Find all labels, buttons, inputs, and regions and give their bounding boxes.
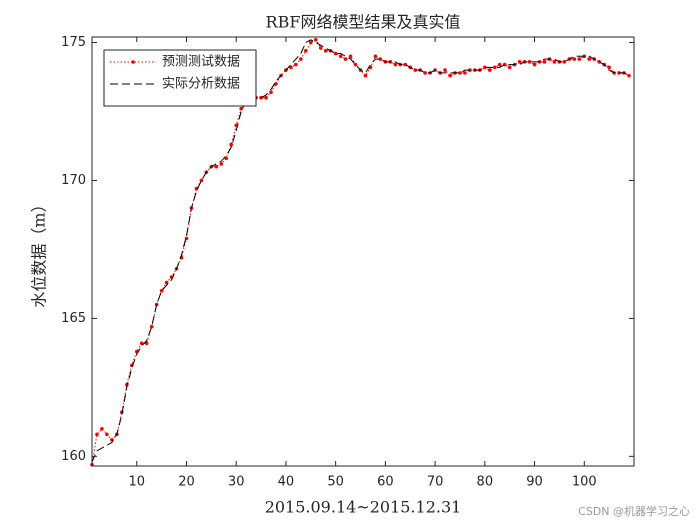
- legend-label: 预测测试数据: [162, 55, 240, 70]
- data-point: [343, 57, 348, 61]
- data-point: [229, 142, 234, 147]
- data-point: [607, 65, 611, 70]
- y-tick-label: 165: [61, 311, 86, 326]
- data-point: [308, 40, 313, 45]
- data-point: [149, 324, 154, 329]
- y-axis-label: 水位数据（m）: [30, 196, 49, 307]
- data-point: [627, 73, 631, 78]
- x-tick-label: 20: [178, 475, 195, 490]
- x-tick-label: 90: [526, 475, 543, 490]
- data-point: [378, 57, 383, 61]
- x-tick-label: 10: [128, 475, 145, 490]
- data-point: [572, 57, 577, 61]
- data-point: [468, 68, 472, 72]
- data-point: [95, 432, 99, 437]
- data-point: [577, 57, 582, 61]
- data-point: [219, 162, 224, 166]
- data-point: [323, 48, 328, 53]
- legend-box: [103, 49, 257, 107]
- data-point: [443, 68, 447, 72]
- data-point: [373, 54, 378, 59]
- data-point: [483, 65, 487, 70]
- data-point: [333, 51, 338, 56]
- data-point: [463, 71, 467, 75]
- y-tick-label: 170: [61, 173, 86, 188]
- data-point: [194, 186, 199, 191]
- x-tick-label: 70: [427, 475, 444, 490]
- x-tick-label: 80: [477, 475, 494, 490]
- data-point: [289, 65, 293, 70]
- legend-marker: [131, 60, 135, 64]
- data-point: [338, 54, 343, 59]
- legend-label: 实际分析数据: [162, 77, 240, 92]
- data-point: [199, 178, 204, 183]
- data-point: [100, 426, 104, 431]
- data-point: [393, 62, 398, 67]
- data-point: [105, 432, 109, 437]
- data-point: [507, 65, 512, 70]
- x-tick-label: 50: [327, 475, 344, 490]
- data-point: [497, 62, 502, 67]
- y-tick-label: 160: [61, 449, 86, 464]
- data-point: [458, 71, 462, 75]
- data-point: [239, 106, 243, 111]
- data-point: [164, 280, 169, 285]
- data-point: [159, 289, 164, 293]
- data-point: [423, 71, 427, 75]
- x-tick-label: 30: [228, 475, 245, 490]
- x-tick-label: 100: [572, 475, 597, 490]
- data-point: [313, 37, 318, 42]
- data-point: [304, 48, 308, 53]
- watermark: CSDN @机器学习之心: [578, 504, 690, 518]
- data-point: [542, 60, 547, 64]
- data-point: [413, 68, 418, 72]
- data-point: [353, 62, 358, 67]
- data-point: [294, 62, 298, 67]
- data-point: [492, 65, 497, 70]
- chart-title: RBF网络模型结果及真实值: [266, 13, 461, 32]
- data-point: [562, 60, 567, 64]
- data-point: [274, 82, 278, 86]
- data-point: [487, 68, 492, 72]
- data-point: [184, 236, 189, 241]
- data-point: [214, 164, 219, 169]
- data-point: [144, 341, 149, 346]
- x-tick-label: 60: [377, 475, 394, 490]
- data-point: [269, 90, 273, 94]
- data-point: [224, 156, 229, 161]
- data-point: [363, 73, 368, 78]
- data-point: [448, 73, 452, 78]
- data-point: [348, 54, 353, 59]
- y-tick-label: 175: [61, 35, 86, 50]
- data-point: [264, 95, 268, 100]
- x-axis-label: 2015.09.14~2015.12.31: [265, 498, 462, 517]
- data-point: [587, 57, 592, 61]
- x-tick-label: 40: [278, 475, 295, 490]
- data-point: [617, 71, 621, 75]
- series-line: [91, 39, 630, 463]
- data-point: [517, 60, 522, 64]
- axes-box: [91, 36, 635, 467]
- data-point: [527, 60, 532, 64]
- data-point: [299, 57, 303, 61]
- data-point: [139, 341, 144, 346]
- data-point: [318, 46, 323, 50]
- data-point: [532, 62, 537, 67]
- data-point: [552, 60, 557, 64]
